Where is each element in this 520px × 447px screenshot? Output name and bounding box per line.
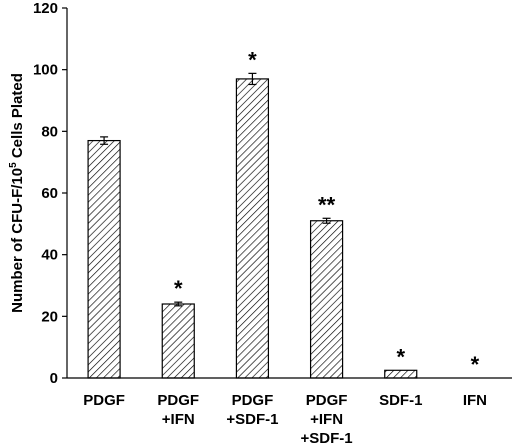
bars: ***** * <box>87 47 480 379</box>
significance-marker: * <box>396 344 405 369</box>
x-category-label: +IFN <box>162 411 195 428</box>
y-tick-label: 0 <box>50 370 58 387</box>
x-category-label: PDGF <box>306 392 348 409</box>
y-tick-label: 20 <box>41 308 58 325</box>
x-category-label: SDF-1 <box>379 392 422 409</box>
y-tick-label: 100 <box>33 62 58 79</box>
x-category-label: +SDF-1 <box>226 411 278 428</box>
bar <box>87 139 121 379</box>
y-tick-label: 40 <box>41 247 58 264</box>
bar <box>309 220 344 379</box>
y-axis-ticks: 0 20 40 60 80 100 120 <box>33 0 67 387</box>
x-category-label: +IFN <box>310 411 343 428</box>
x-category-label: +SDF-1 <box>301 430 353 447</box>
y-tick-label: 80 <box>41 123 58 140</box>
significance-marker: * <box>174 276 183 301</box>
y-tick-label: 60 <box>41 185 58 202</box>
bar <box>235 78 270 379</box>
bar <box>161 303 195 379</box>
y-tick-label: 120 <box>33 0 58 17</box>
significance-marker: * <box>471 352 480 377</box>
x-category-label: IFN <box>463 392 487 409</box>
x-category-label: PDGF <box>232 392 274 409</box>
significance-marker: * <box>248 47 257 72</box>
axes <box>66 8 512 379</box>
bar <box>384 369 418 379</box>
y-axis-title: Number of CFU-F/105 Cells Plated <box>8 73 26 313</box>
x-category-label: PDGF <box>157 392 199 409</box>
significance-marker: ** <box>318 192 336 217</box>
x-axis-categories: PDGF PDGF +IFN PDGF +SDF-1 PDGF +IFN +SDF-1 SDF-… <box>83 392 487 447</box>
x-category-label: PDGF <box>83 392 125 409</box>
y-axis-title-group: Number of CFU-F/105 Cells Plated <box>8 73 26 313</box>
